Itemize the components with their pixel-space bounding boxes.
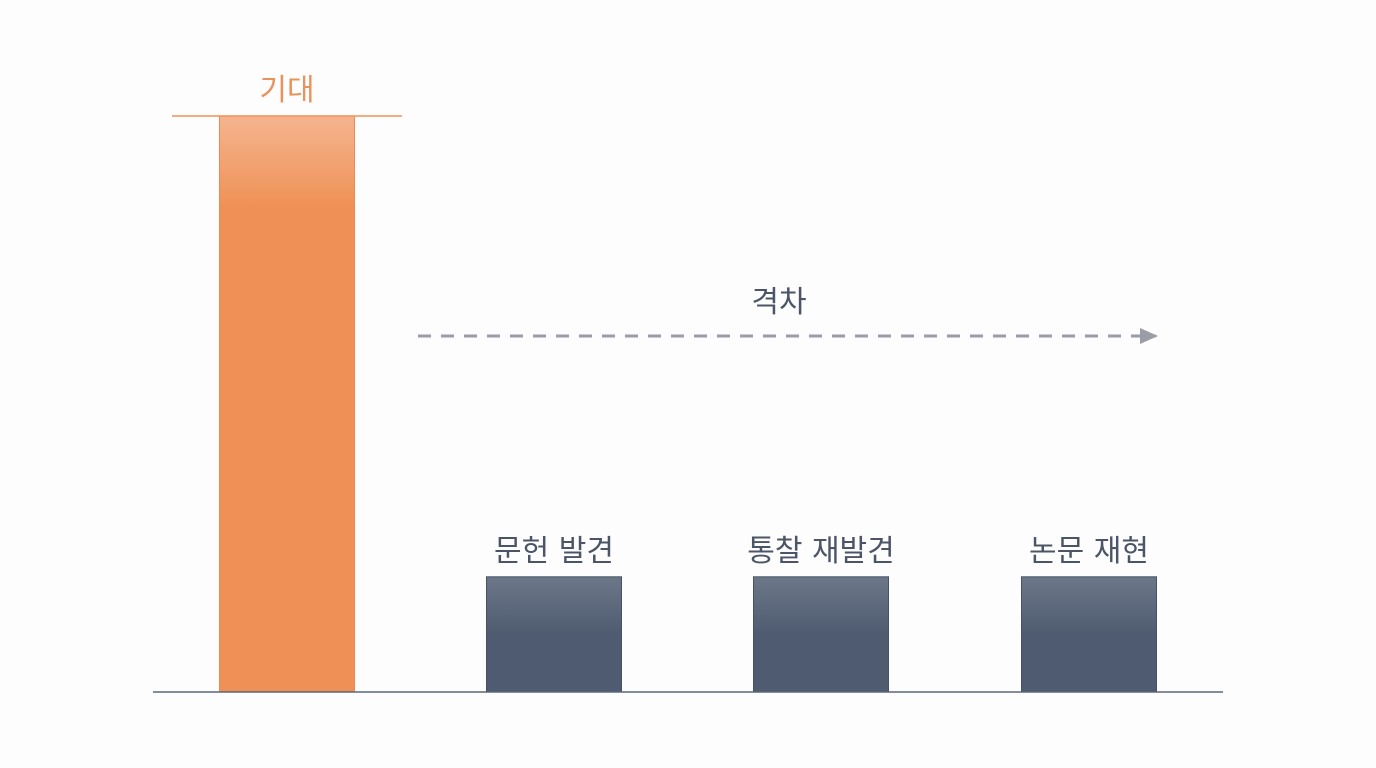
bar-insight-rediscovery <box>753 576 889 693</box>
label-literature-discovery: 문헌 발견 <box>494 534 614 569</box>
label-insight-rediscovery: 통찰 재발견 <box>747 534 895 569</box>
label-paper-reproduction: 논문 재현 <box>1029 534 1149 569</box>
bar-expectation <box>219 115 355 693</box>
gap-annotation-label: 격차 <box>751 285 806 320</box>
label-expectation: 기대 <box>259 73 314 108</box>
bar-paper-reproduction <box>1021 576 1157 693</box>
bar-literature-discovery <box>486 576 622 693</box>
